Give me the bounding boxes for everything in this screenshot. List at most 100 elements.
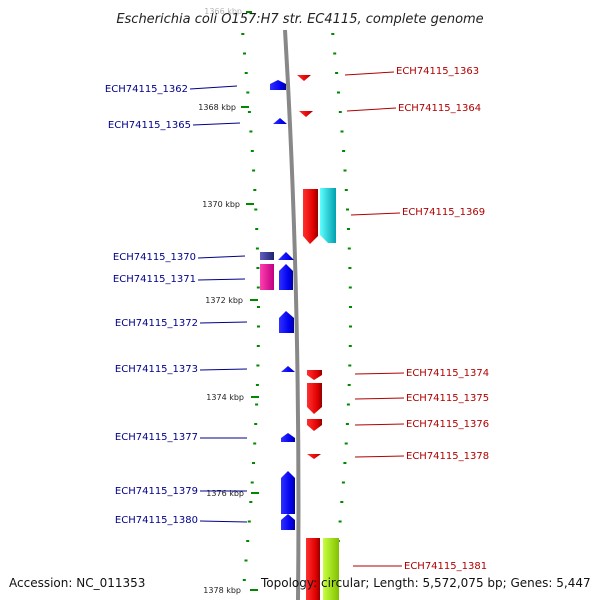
right-gene-labels: ECH74115_1363 ECH74115_1364 ECH74115_136… (344, 66, 489, 572)
gene-1381-lime-block[interactable] (323, 538, 339, 600)
right-track-dash (346, 208, 349, 211)
label-1362[interactable]: ECH74115_1362 (105, 84, 188, 95)
left-track-dash (256, 286, 260, 289)
label-1379[interactable]: ECH74115_1379 (115, 486, 198, 497)
gene-1369-cyan-arrow[interactable] (320, 188, 336, 243)
left-gene-labels: ECH74115_1362 ECH74115_1365 ECH74115_137… (105, 84, 248, 526)
left-track-dash (247, 520, 251, 523)
gene-1362-arrow[interactable] (270, 80, 286, 90)
topology-text: Topology: circular; Length: 5,572,075 bp… (260, 576, 591, 590)
track-dashes-left (241, 33, 260, 581)
tick-label-1366: 1366 kbp (204, 7, 242, 16)
label-1377[interactable]: ECH74115_1377 (115, 432, 198, 443)
label-1372[interactable]: ECH74115_1372 (115, 318, 198, 329)
right-track-dash (348, 286, 352, 289)
leader-1378 (354, 455, 405, 458)
left-track-dash (256, 364, 260, 367)
right-track-dash (335, 72, 339, 74)
right-track-dash (343, 462, 347, 464)
label-1369[interactable]: ECH74115_1369 (402, 207, 485, 218)
gene-1369-arrow[interactable] (303, 189, 318, 244)
genome-backbone (283, 29, 301, 600)
right-track-dash (343, 169, 347, 172)
left-track-dash (256, 345, 260, 347)
right-track-dash (349, 306, 352, 308)
gene-1365-arrow[interactable] (273, 118, 287, 124)
gene-1374-arrow[interactable] (307, 370, 322, 380)
left-track-dash (255, 384, 259, 386)
leader-1372 (199, 321, 248, 324)
left-track-dash (252, 462, 255, 464)
right-track-dash (348, 345, 352, 347)
gene-1380-arrow[interactable] (281, 514, 295, 530)
label-1365[interactable]: ECH74115_1365 (108, 120, 191, 131)
track-dashes-right (331, 33, 352, 581)
right-track-dash (345, 423, 349, 425)
label-1374[interactable]: ECH74115_1374 (406, 368, 489, 379)
leader-1373 (199, 368, 248, 371)
right-track-dash (344, 442, 348, 445)
tick-label-1374: 1374 kbp (206, 393, 244, 402)
map-title: Escherichia coli O157:H7 str. EC4115, co… (116, 12, 483, 27)
leader-1365 (192, 122, 241, 126)
gene-1364-arrow[interactable] (299, 111, 313, 117)
gene-1377-arrow[interactable] (281, 433, 295, 442)
tick-label-1370: 1370 kbp (202, 200, 240, 209)
left-track-dash (254, 208, 258, 211)
left-track-dash (253, 189, 257, 191)
gene-1370-arrow[interactable] (278, 252, 294, 260)
left-track-dash (257, 306, 260, 308)
gene-1379-arrow[interactable] (281, 471, 295, 514)
leader-1370 (197, 255, 246, 259)
left-track-dash (243, 52, 246, 55)
label-1376[interactable]: ECH74115_1376 (406, 419, 489, 430)
gene-1378-arrow[interactable] (307, 454, 321, 459)
gene-1376-arrow[interactable] (307, 419, 322, 431)
label-1375[interactable]: ECH74115_1375 (406, 393, 489, 404)
accession-text: Accession: NC_011353 (9, 576, 145, 590)
right-track-dash (347, 228, 350, 230)
tick-label-1368: 1368 kbp (198, 103, 236, 112)
leader-1363 (344, 71, 395, 76)
left-track-dash (255, 247, 259, 250)
gene-1371-arrow[interactable] (279, 264, 293, 290)
gene-1372-arrow[interactable] (279, 311, 294, 333)
leader-1375 (354, 397, 405, 400)
left-track-dash (250, 481, 254, 484)
right-track-dash (344, 189, 348, 191)
left-track-dash (254, 423, 258, 425)
gene-1373-arrow[interactable] (281, 366, 295, 372)
left-track-dash (244, 559, 248, 562)
label-1371[interactable]: ECH74115_1371 (113, 274, 196, 285)
leader-1380 (199, 520, 248, 523)
label-1381[interactable]: ECH74115_1381 (404, 561, 487, 572)
gene-1370-block[interactable] (260, 252, 274, 260)
gene-1381-arrow[interactable] (306, 538, 320, 600)
kbp-ticks: 1366 kbp 1368 kbp 1370 kbp 1372 kbp 1374… (198, 7, 259, 595)
right-track-dash (347, 247, 351, 250)
gene-1375-arrow[interactable] (307, 383, 322, 414)
right-track-dash (341, 481, 345, 484)
gene-1371-block[interactable] (260, 264, 274, 290)
right-track-dash (349, 325, 352, 328)
leader-1369 (350, 212, 401, 216)
label-1380[interactable]: ECH74115_1380 (115, 515, 198, 526)
left-track-dash (246, 540, 250, 542)
label-1378[interactable]: ECH74115_1378 (406, 451, 489, 462)
right-track-dash (333, 52, 337, 55)
label-1364[interactable]: ECH74115_1364 (398, 103, 481, 114)
left-track-dash (252, 169, 256, 172)
tick-label-1372: 1372 kbp (205, 296, 243, 305)
right-track-dash (342, 150, 346, 152)
right-track-dash (338, 111, 342, 113)
label-1363[interactable]: ECH74115_1363 (396, 66, 479, 77)
right-track-dash (347, 384, 351, 386)
label-1370[interactable]: ECH74115_1370 (113, 252, 196, 263)
gene-1363-arrow[interactable] (297, 75, 311, 81)
right-track-dash (340, 130, 344, 133)
left-track-dash (247, 111, 251, 113)
left-track-dash (255, 403, 259, 406)
label-1373[interactable]: ECH74115_1373 (115, 364, 198, 375)
left-track-dash (255, 228, 259, 230)
